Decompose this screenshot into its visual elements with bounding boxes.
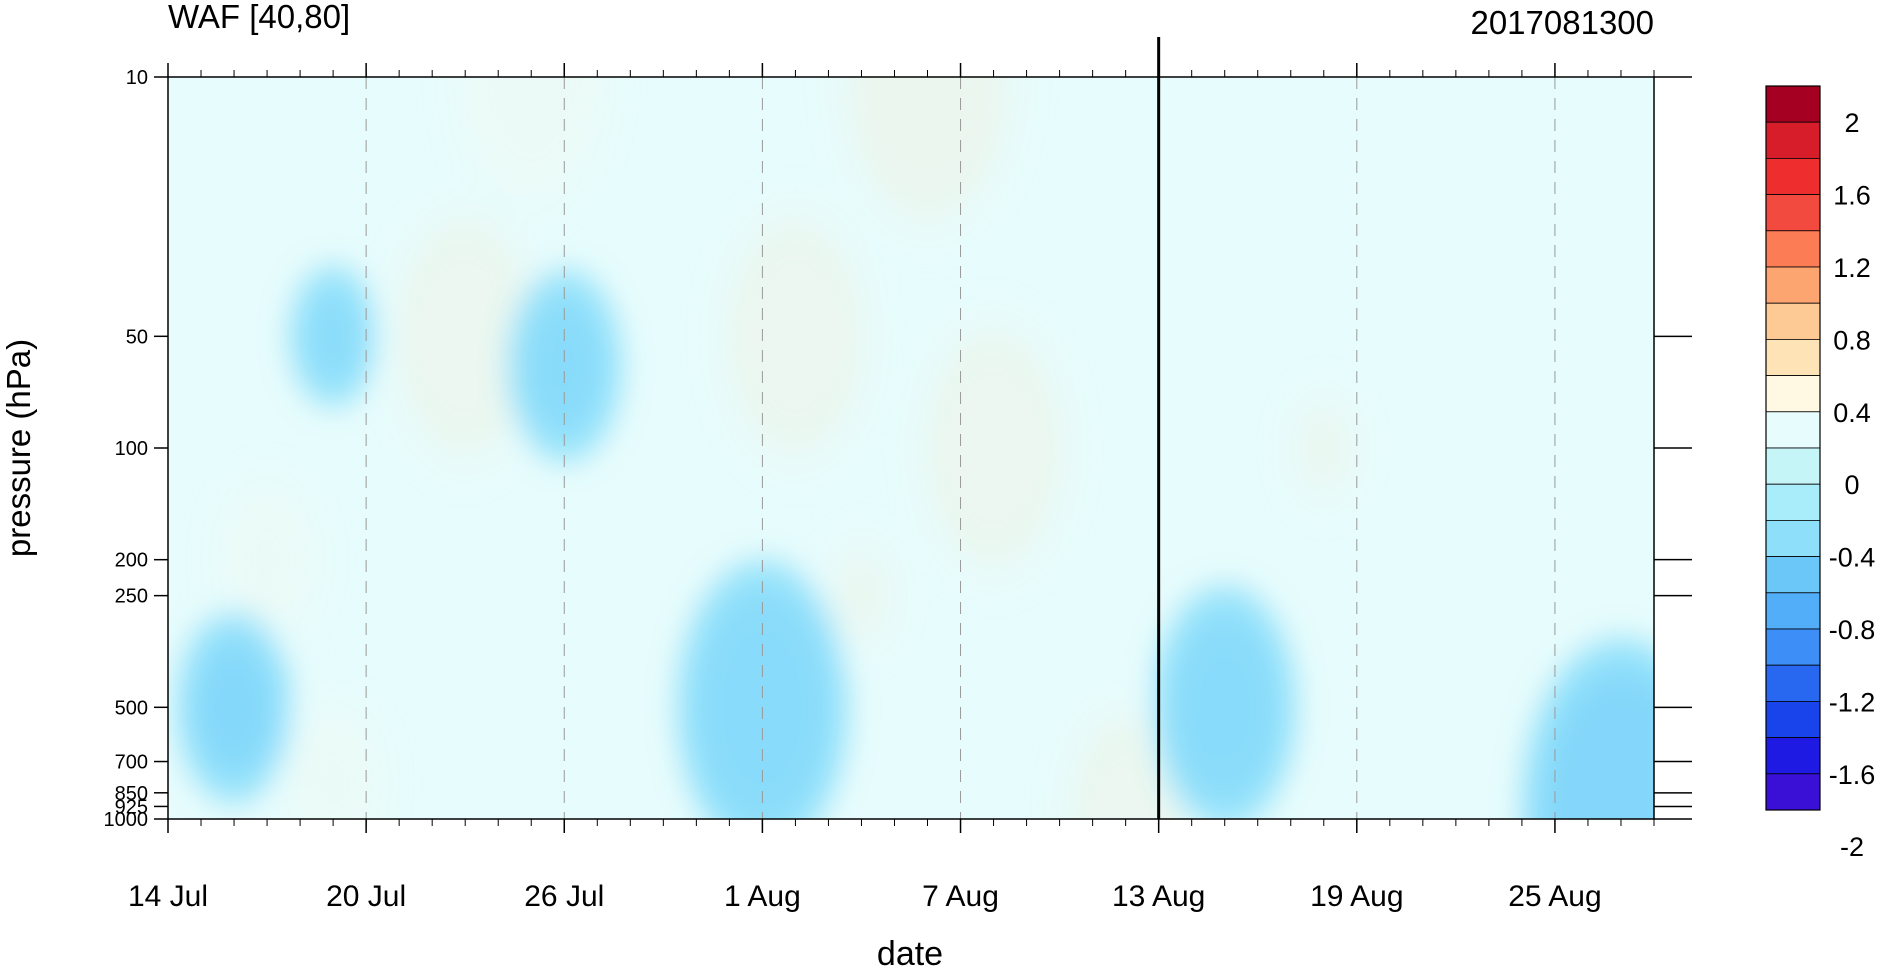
x-tick-label-3: 1 Aug xyxy=(724,880,801,913)
colorbar-segment-12 xyxy=(1765,520,1821,558)
colorbar-segment-7 xyxy=(1765,338,1821,376)
colorbar-label-7: -0.8 xyxy=(1829,615,1876,645)
colorbar-segment-8 xyxy=(1765,375,1821,413)
y-tick-label-3: 200 xyxy=(115,550,148,572)
field-feature-9 xyxy=(1279,376,1368,520)
field-feature-12 xyxy=(176,610,293,805)
colorbar-segment-11 xyxy=(1765,483,1821,521)
x-tick-label-6: 19 Aug xyxy=(1310,880,1403,913)
field-feature-3 xyxy=(445,77,618,225)
colorbar-segment-2 xyxy=(1765,157,1821,195)
colorbar-label-10: -2 xyxy=(1840,832,1864,862)
x-tick-label-7: 25 Aug xyxy=(1508,880,1601,913)
colorbar: 2 1.6 1.2 0.8 0.4 0 -0.4 -0.8 -1.2 -1.6 -2 xyxy=(1765,85,1876,862)
y-tick-label-8: 925 xyxy=(115,796,148,818)
field-feature-11 xyxy=(1152,584,1297,819)
colorbar-label-4: 0.4 xyxy=(1833,398,1871,428)
colorbar-segment-17 xyxy=(1765,701,1821,739)
x-tick-label-2: 26 Jul xyxy=(524,880,604,913)
field-feature-4 xyxy=(709,188,882,485)
field-feature-8 xyxy=(209,462,326,657)
colorbar-segment-16 xyxy=(1765,664,1821,702)
colorbar-segment-14 xyxy=(1765,592,1821,630)
colorbar-segment-3 xyxy=(1765,194,1821,232)
y-tick-label-1: 50 xyxy=(126,326,148,348)
colorbar-label-9: -1.6 xyxy=(1829,760,1876,790)
colorbar-label-6: -0.4 xyxy=(1829,543,1876,573)
y-tick-label-2: 100 xyxy=(115,438,148,460)
y-tick-label-9: 1000 xyxy=(104,809,149,831)
x-axis-label: date xyxy=(877,935,943,968)
colorbar-frame xyxy=(1765,85,1821,811)
contour-field xyxy=(176,77,1654,819)
y-tick-label-7: 850 xyxy=(115,783,148,805)
colorbar-segment-15 xyxy=(1765,628,1821,666)
y-tick-label-6: 700 xyxy=(115,752,148,774)
x-tick-label-1: 20 Jul xyxy=(326,880,406,913)
title-right: 2017081300 xyxy=(1470,4,1654,41)
colorbar-label-1: 1.6 xyxy=(1833,181,1871,211)
colorbar-label-0: 2 xyxy=(1844,108,1859,138)
colorbar-segment-9 xyxy=(1765,411,1821,449)
y-axis-label: pressure (hPa) xyxy=(0,339,37,557)
field-feature-7 xyxy=(275,686,392,819)
colorbar-segment-10 xyxy=(1765,447,1821,485)
colorbar-label-8: -1.2 xyxy=(1829,687,1876,717)
title-left: WAF [40,80] xyxy=(168,0,350,35)
field-feature-0 xyxy=(827,77,1028,251)
field-feature-14 xyxy=(1521,637,1654,819)
colorbar-segment-13 xyxy=(1765,556,1821,594)
colorbar-label-5: 0 xyxy=(1844,470,1859,500)
y-tick-label-0: 10 xyxy=(126,67,148,89)
colorbar-segment-18 xyxy=(1765,737,1821,775)
x-axis: 14 Jul 20 Jul 26 Jul 1 Aug 7 Aug 13 Aug 19 Aug… xyxy=(128,63,1655,913)
y-tick-label-5: 500 xyxy=(115,697,148,719)
x-tick-label-4: 7 Aug xyxy=(922,880,999,913)
colorbar-segment-6 xyxy=(1765,302,1821,340)
field-feature-2 xyxy=(379,188,552,485)
colorbar-label-2: 1.2 xyxy=(1833,253,1871,283)
x-tick-label-5: 13 Aug xyxy=(1112,880,1205,913)
field-feature-1 xyxy=(907,300,1080,596)
y-tick-label-4: 250 xyxy=(115,586,148,608)
colorbar-segment-5 xyxy=(1765,266,1821,304)
colorbar-segment-4 xyxy=(1765,230,1821,268)
colorbar-label-3: 0.8 xyxy=(1833,325,1871,355)
colorbar-segment-19 xyxy=(1765,773,1821,811)
colorbar-segment-1 xyxy=(1765,121,1821,159)
field-feature-5 xyxy=(817,524,906,667)
colorbar-segment-0 xyxy=(1765,85,1821,123)
x-tick-label-0: 14 Jul xyxy=(128,880,208,913)
field-feature-13 xyxy=(506,268,623,463)
field-feature-15 xyxy=(289,265,378,408)
